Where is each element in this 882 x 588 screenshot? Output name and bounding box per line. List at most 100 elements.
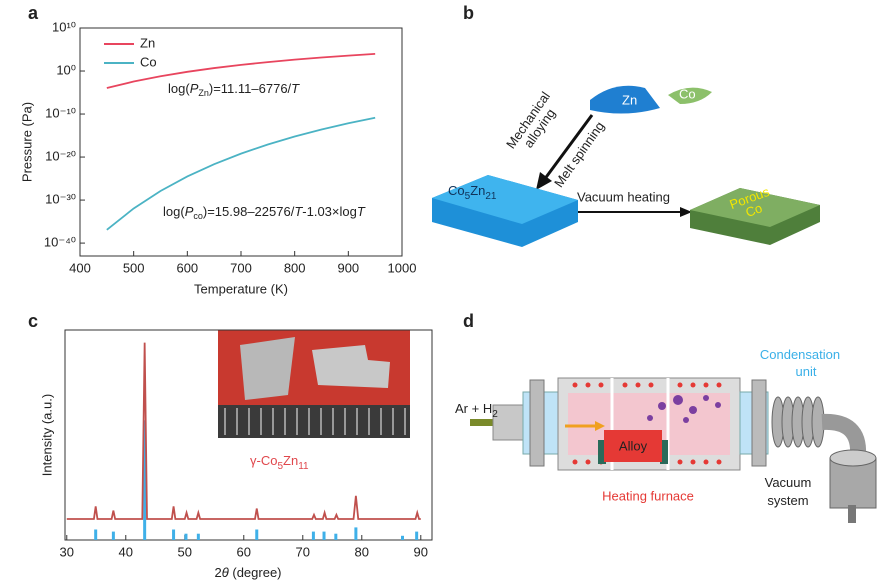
reference-stick xyxy=(143,420,147,540)
text: Co xyxy=(744,201,765,221)
text: T xyxy=(291,81,300,96)
text: 2 xyxy=(492,409,498,420)
text: 21 xyxy=(485,191,497,202)
text: Zn xyxy=(198,88,209,98)
text: Co xyxy=(448,183,465,198)
text: γ-Co xyxy=(250,453,277,468)
text: T xyxy=(357,204,366,219)
label: Condensation unit xyxy=(760,347,840,379)
x-tick-label: 400 xyxy=(69,260,91,275)
text: Ar + H xyxy=(455,401,492,416)
label: Co xyxy=(679,86,696,101)
y-tick-label: 10⁻³⁰ xyxy=(45,192,76,207)
series-line xyxy=(106,53,376,89)
text: log( xyxy=(168,81,190,96)
label: Heating furnace xyxy=(602,488,694,503)
diagram-b: Zn Co Mechanicalalloying Melt spinning C… xyxy=(432,85,820,247)
text: system xyxy=(767,493,808,508)
y-tick-label: 10⁰ xyxy=(56,62,76,77)
text: 2 xyxy=(214,565,221,580)
x-tick-label: 600 xyxy=(176,260,198,275)
text: -1.03×log xyxy=(302,204,357,219)
x-tick-label: 800 xyxy=(284,260,306,275)
text: Vacuum xyxy=(765,475,812,490)
text: Condensation xyxy=(760,347,840,362)
series-line xyxy=(106,116,376,231)
x-tick-label: 80 xyxy=(355,544,369,559)
annotation: log(Pco)=15.98–22576/T-1.03×logT xyxy=(163,204,366,221)
text: (degree) xyxy=(229,565,282,580)
support xyxy=(660,440,668,464)
legend-label: Co xyxy=(140,54,157,69)
inlet xyxy=(492,404,524,441)
panel-label: b xyxy=(463,3,474,23)
vacuum-pump-top xyxy=(829,449,877,467)
x-tick-label: 500 xyxy=(123,260,145,275)
arrow xyxy=(542,114,594,181)
arrow-head xyxy=(680,207,692,217)
legend-label: Zn xyxy=(140,35,155,50)
x-axis-label: 2θ (degree) xyxy=(214,565,281,580)
sample xyxy=(312,345,390,388)
text: 11 xyxy=(298,461,309,472)
co-shape xyxy=(668,87,712,104)
reference-stick xyxy=(311,531,315,540)
support xyxy=(598,440,606,464)
zn-shape xyxy=(590,85,660,114)
x-tick-label: 700 xyxy=(230,260,252,275)
annotation: log(PZn)=11.11–6776/T xyxy=(168,81,300,98)
x-tick-label: 900 xyxy=(337,260,359,275)
text: 5 xyxy=(465,191,471,202)
pipe xyxy=(821,413,867,456)
text: unit xyxy=(796,364,817,379)
reference-stick xyxy=(354,527,358,540)
gas-arrow-head xyxy=(595,421,605,431)
x-tick-label: 30 xyxy=(60,544,74,559)
text: )=15.98–22576/ xyxy=(203,204,295,219)
arrow-head xyxy=(536,172,552,190)
x-tick-label: 70 xyxy=(296,544,310,559)
annotation: γ-Co5Zn11 xyxy=(250,453,309,471)
y-tick-label: 10⁻¹⁰ xyxy=(45,105,76,120)
reference-stick xyxy=(184,533,188,540)
text: 5 xyxy=(277,461,283,472)
plot-frame xyxy=(64,329,433,541)
reference-stick xyxy=(94,529,98,540)
reference-stick xyxy=(196,533,200,540)
reference-stick xyxy=(400,535,404,540)
label: Co5Zn21 xyxy=(448,183,497,201)
text: Zn xyxy=(283,453,298,468)
label: Mechanicalalloying xyxy=(503,89,565,160)
flange xyxy=(751,379,767,467)
porous-block-top xyxy=(690,188,820,227)
inset-photo xyxy=(218,330,410,438)
panel-label: d xyxy=(463,311,474,331)
reference-stick xyxy=(255,529,259,540)
text: Zn xyxy=(470,183,485,198)
text: T xyxy=(294,204,303,219)
label: Melt spinning xyxy=(551,119,607,190)
series-line xyxy=(66,342,421,520)
y-axis-label: Intensity (a.u.) xyxy=(39,394,54,476)
gas-pipe xyxy=(470,419,495,426)
x-axis-label: Temperature (K) xyxy=(194,281,288,296)
pump-rod xyxy=(848,505,856,523)
x-tick-label: 50 xyxy=(178,544,192,559)
y-tick-label: 10¹⁰ xyxy=(52,19,76,34)
panel-label: c xyxy=(28,311,38,331)
y-tick-label: 10⁻⁴⁰ xyxy=(44,235,76,250)
text: )=11.11–6776/ xyxy=(209,81,292,96)
y-tick-label: 10⁻²⁰ xyxy=(45,148,76,163)
text: co xyxy=(193,211,203,221)
x-tick-label: 40 xyxy=(119,544,133,559)
bellows xyxy=(771,396,825,448)
label: Vacuum heating xyxy=(577,189,670,204)
diagram-d: Alloy Ar + H2 Condensation unit Heating f… xyxy=(455,347,877,523)
reference-stick xyxy=(111,531,115,540)
panel-label: a xyxy=(28,3,39,23)
reference-stick xyxy=(172,529,176,540)
sample xyxy=(240,337,295,400)
reference-stick xyxy=(322,531,326,540)
label: Ar + H2 xyxy=(455,401,498,419)
